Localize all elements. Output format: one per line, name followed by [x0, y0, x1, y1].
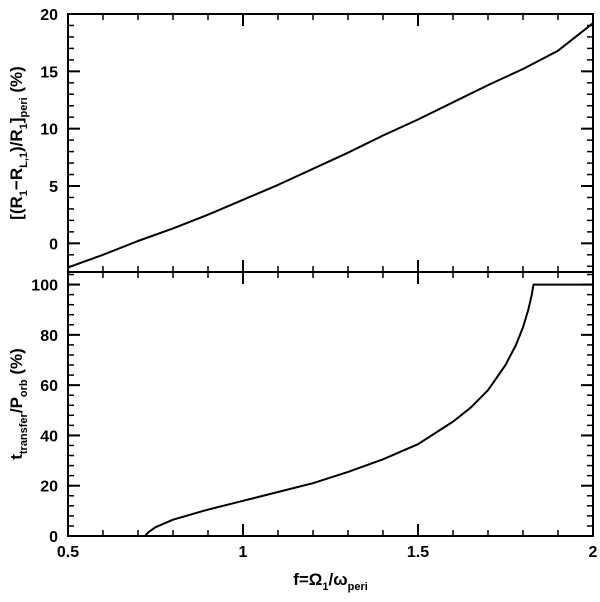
y-tick-label-top: 20 — [40, 7, 58, 24]
series-line-top — [67, 22, 594, 269]
y-tick-label-bottom: 80 — [40, 328, 58, 345]
x-tick-label: 1 — [239, 544, 248, 561]
y-tick-label-top: 0 — [49, 236, 58, 253]
y-tick-label-bottom: 100 — [31, 278, 58, 295]
y-tick-label-bottom: 60 — [40, 378, 58, 395]
y-tick-label-top: 5 — [49, 179, 58, 196]
y-axis-label-top: [(R1−RL,1)/R1]peri (%) — [7, 66, 30, 220]
y-axis-label-bottom: ttransfer/Porb (%) — [7, 348, 30, 460]
x-tick-label: 0.5 — [57, 544, 79, 561]
plot-frame-top — [67, 13, 594, 273]
y-tick-label-bottom: 40 — [40, 428, 58, 445]
series-line-bottom — [144, 283, 593, 537]
x-tick-label: 2 — [589, 544, 598, 561]
x-axis-label: f=Ω1/ωperi — [293, 570, 368, 593]
y-tick-label-bottom: 0 — [49, 529, 58, 546]
y-tick-label-bottom: 20 — [40, 479, 58, 496]
y-tick-label-top: 10 — [40, 122, 58, 139]
y-tick-label-top: 15 — [40, 64, 58, 81]
plot-frame-bottom — [67, 271, 594, 537]
x-tick-label: 1.5 — [407, 544, 429, 561]
